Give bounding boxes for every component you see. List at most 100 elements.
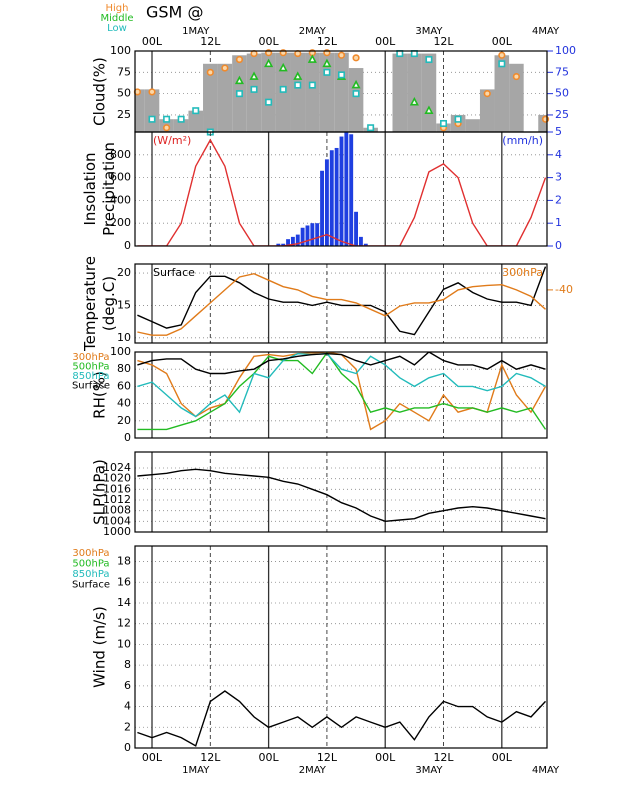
series-group [137,690,547,747]
line [137,352,547,431]
series-group [137,352,547,431]
marker [352,90,360,98]
y-tick-label: 1000 [103,525,131,538]
bar [509,63,524,132]
marker [483,90,491,98]
y-axis-title: Precipitation [100,142,118,236]
y2-tick-label: -40 [555,283,573,296]
series-group [137,468,546,523]
y2-tick-label: 5 [555,125,562,138]
date-label: 2MAY [299,765,327,776]
bar [261,52,276,132]
bar [349,134,354,246]
annotation: (W/m²) [153,134,191,147]
legend-label: High [106,3,129,14]
y-axis-title: SLP(hPa) [91,459,109,525]
x-tick-label: 00L [375,35,396,48]
legend-label: Low [107,23,127,34]
bar [334,147,339,246]
panel: 0 2 4 6 8 10 12 14 16 18 Wind (m/s) 300hPa500hPa850… [72,545,548,754]
x-tick-label: 00L [492,751,513,764]
line [137,352,546,418]
bar [354,211,359,246]
line [137,138,547,246]
marker [279,85,287,93]
x-tick-label: 00L [492,35,513,48]
x-tick-label: 00L [142,751,163,764]
panel-frame [134,351,548,439]
marker [294,81,302,89]
legend-label: 300hPa [72,352,109,363]
marker [278,62,288,72]
x-tick-label: 12L [200,751,221,764]
y-tick-label: 1020 [103,472,131,485]
chart-title: GSM @ [146,3,203,22]
panel-frame [134,263,548,344]
y-tick-label: 2 [124,720,131,733]
line [137,352,547,431]
x-tick-label: 00L [259,751,280,764]
bar [319,52,335,132]
marker [396,50,404,58]
line [137,690,547,747]
bar [295,234,300,246]
marker [512,72,520,81]
y-tick-label: 18 [117,555,131,568]
marker [454,115,462,123]
y-tick-label: 100 [110,345,131,358]
marker [162,124,171,132]
x-tick-label: 12L [433,35,454,48]
y-tick-label: 1016 [103,482,131,495]
bar [305,52,320,132]
marker [308,81,316,89]
series-group [135,52,547,132]
marker [323,68,331,76]
marker [235,55,244,64]
legend-label: Surface [72,580,110,591]
y-axis-title: RH(%) [91,371,109,419]
panel-frame [134,545,548,749]
marker [337,51,346,59]
marker [409,96,419,106]
bar [286,239,290,246]
marker [351,79,361,89]
marker [424,105,434,114]
y-tick-label: 80 [117,362,131,375]
bar [324,159,329,246]
y2-tick-label: 4 [555,148,562,161]
legend-label: Surface [72,381,110,392]
legend-label: 850hPa [72,371,109,382]
marker [249,71,259,80]
date-label: 2MAY [299,26,327,37]
panel: 10 15 20 -40 Temperature (deg.C) Surface 300hPa [81,256,573,352]
y-tick-label: 6 [124,679,131,692]
marker [337,71,345,79]
marker [234,75,244,85]
date-label: 4MAY [532,26,560,37]
y-tick-label: 16 [117,575,131,588]
panel: 0 200 400 600 800 0 1 2 3 4 Insolation Precipitatio… [81,131,562,252]
y-axis-title: Temperature [81,256,99,352]
x-tick-label: 12L [433,751,454,764]
marker [148,115,156,123]
bar [334,52,349,132]
series-group [137,266,547,336]
y2-tick-label: 50 [555,87,569,100]
annotation: Surface [153,266,195,279]
x-tick-label: 00L [142,35,163,48]
x-tick-label: 00L [259,35,280,48]
marker [498,60,506,68]
legend-label: Middle [100,13,133,24]
bar [348,68,364,132]
line [137,272,546,336]
marker [410,50,418,58]
y-axis-title: (deg.C) [100,276,118,331]
marker [264,58,274,68]
y2-tick-label: 3 [555,171,562,184]
marker [322,58,332,68]
bar [276,243,281,246]
marker [367,124,375,132]
marker [265,98,273,106]
